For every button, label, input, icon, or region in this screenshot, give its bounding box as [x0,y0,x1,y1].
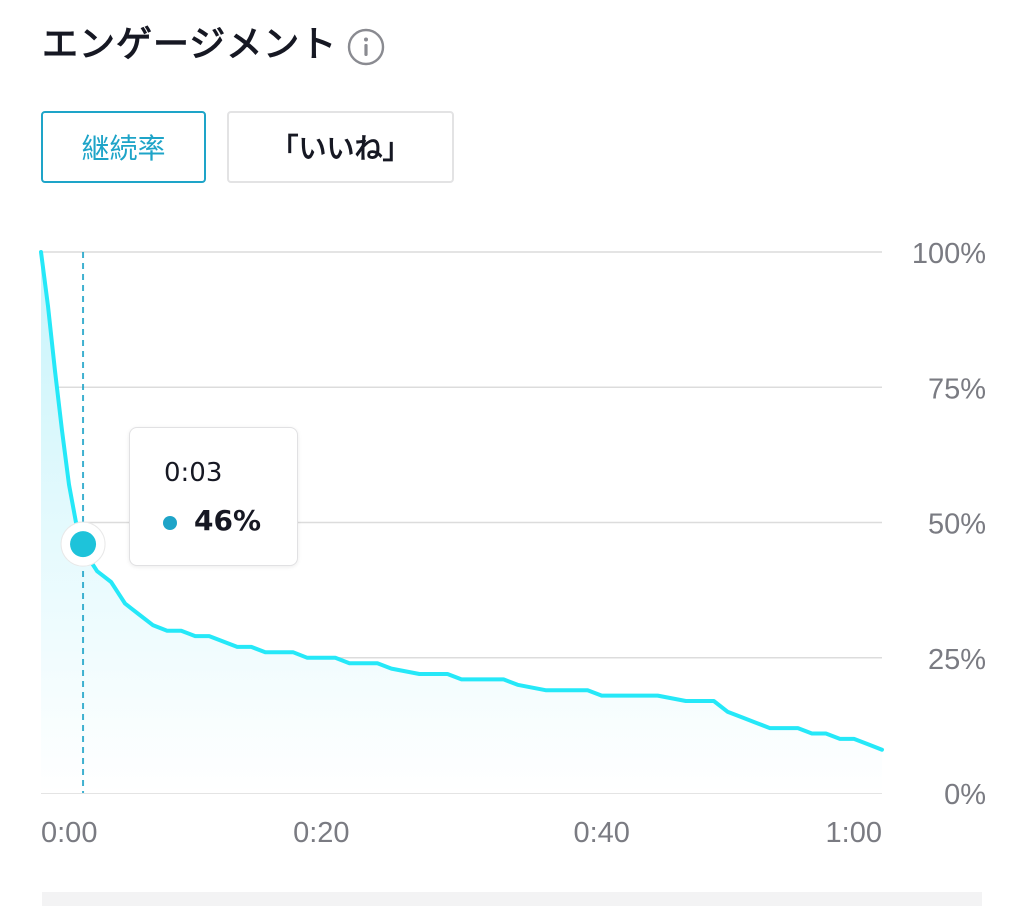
y-tick-label: 0% [944,779,986,811]
page-title: エンゲージメント [42,24,338,65]
hover-point [70,531,97,558]
tab-retention[interactable]: 継続率 [41,111,206,183]
x-tick-label: 1:00 [826,817,882,849]
next-section [42,892,982,906]
tab-likes[interactable]: 「いいね」 [227,111,454,183]
chart-tooltip: 0:03 46% [129,427,298,566]
y-tick-label: 100% [912,238,986,270]
x-tick-label: 0:20 [293,817,349,849]
x-tick-label: 0:40 [573,817,629,849]
tooltip-value: 46% [194,504,262,537]
y-tick-label: 50% [928,509,986,541]
tooltip-series-dot [163,516,177,530]
tooltip-time: 0:03 [164,458,223,488]
info-icon[interactable] [347,28,385,66]
y-tick-label: 25% [928,644,986,676]
y-tick-label: 75% [928,373,986,405]
series-area [41,252,882,793]
x-tick-label: 0:00 [41,817,97,849]
series-line [39,250,884,752]
